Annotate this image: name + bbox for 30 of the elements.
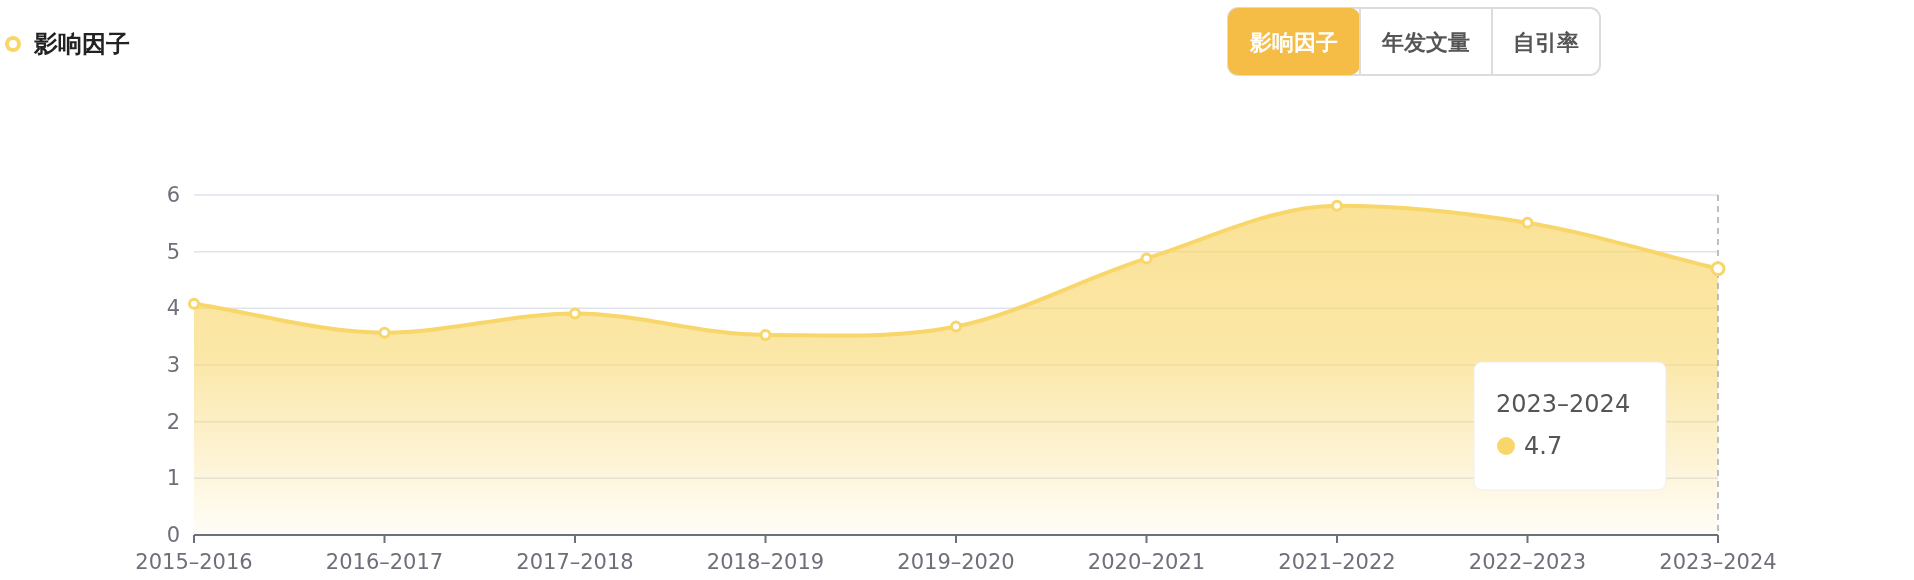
y-tick-label: 5	[166, 239, 180, 264]
y-tick-label: 4	[166, 296, 180, 321]
y-tick-label: 2	[166, 409, 180, 434]
x-tick-label: 2018–2019	[706, 550, 825, 574]
point	[188, 297, 200, 310]
y-tick-label: 1	[166, 466, 180, 491]
y-tick-label: 0	[166, 523, 180, 547]
annotation: 4.7	[1524, 432, 1563, 460]
tooltip: 2023–2024 4.7	[1473, 361, 1667, 491]
point	[378, 326, 391, 339]
annotation: 2023–2024	[1496, 390, 1631, 418]
point	[1331, 199, 1343, 212]
title: 影响因子	[5, 30, 130, 58]
y-tick-label: 3	[166, 353, 180, 377]
x-tick-label: 2015–2016	[135, 550, 253, 574]
chart-title: 影响因子	[33, 30, 130, 58]
x-tick-label: 2016–2017	[325, 550, 444, 574]
x-tick-label: 2023–2024	[1659, 550, 1777, 574]
x-tick-label: 2019–2020	[897, 550, 1015, 574]
point	[1140, 252, 1153, 265]
y-tick-label: 6	[166, 183, 180, 207]
point	[1521, 216, 1534, 229]
point	[569, 307, 581, 320]
x-tick-label: 2021–2022	[1278, 550, 1396, 574]
x-tick-label: 2017–2018	[516, 550, 634, 574]
point	[759, 328, 772, 341]
x-tick-label: 2020–2021	[1087, 550, 1206, 574]
point	[950, 320, 962, 333]
x-tick-label: 2022–2023	[1468, 550, 1587, 574]
buttons: 影响因子 年发文量 自引率	[1227, 7, 1601, 76]
